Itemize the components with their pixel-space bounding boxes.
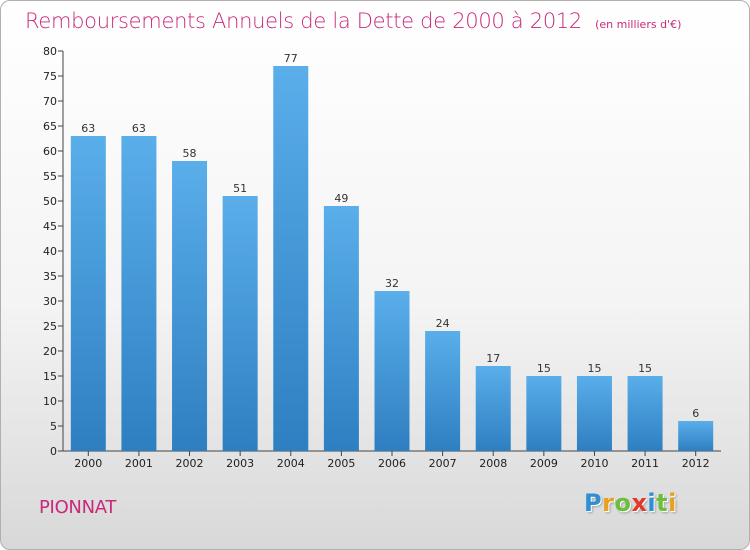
x-tick-label: 2007 [429, 457, 457, 470]
y-tick-label: 65 [43, 120, 57, 133]
y-tick-label: 40 [43, 245, 57, 258]
bar [627, 376, 663, 451]
y-tick-label: 80 [43, 45, 57, 58]
proxiti-logo: Proxiti [584, 489, 677, 517]
bar [425, 331, 461, 451]
y-tick-label: 10 [43, 395, 57, 408]
bar [526, 376, 562, 451]
x-tick-label: 2012 [682, 457, 710, 470]
bar [121, 136, 157, 451]
y-axis: 0 5 10 15 20 25 30 35 40 45 50 55 60 65 70 75 80 [43, 45, 64, 458]
bars [70, 66, 714, 451]
x-tick-label: 2001 [125, 457, 153, 470]
bar [70, 136, 106, 451]
bar-value-label: 77 [284, 52, 298, 65]
x-tick-label: 2011 [631, 457, 659, 470]
logo-letter: i [668, 489, 677, 517]
bar-value-label: 32 [385, 277, 399, 290]
logo-letter: t [656, 489, 669, 517]
x-tick-label: 2002 [176, 457, 204, 470]
bar-value-label: 63 [132, 122, 146, 135]
x-tick-label: 2006 [378, 457, 406, 470]
y-tick-label: 75 [43, 70, 57, 83]
bar [323, 206, 359, 451]
logo-letter: i [647, 489, 657, 517]
x-tick-label: 2004 [277, 457, 305, 470]
y-tick-label: 20 [43, 345, 57, 358]
bar-value-label: 15 [638, 362, 652, 375]
chart-title-block: Remboursements Annuels de la Dette de 20… [25, 9, 681, 33]
bar [172, 161, 208, 451]
bar-value-label: 17 [486, 352, 500, 365]
logo-letter: P [584, 489, 603, 517]
y-tick-label: 15 [43, 370, 57, 383]
logo-letter: o [614, 489, 632, 517]
y-tick-label: 45 [43, 220, 57, 233]
bar [222, 196, 258, 451]
x-tick-label: 2010 [580, 457, 608, 470]
bar [678, 421, 714, 451]
bar [475, 366, 511, 451]
bar-value-label: 58 [183, 147, 197, 160]
bar-value-label: 63 [81, 122, 95, 135]
bar [576, 376, 612, 451]
x-tick-label: 2009 [530, 457, 558, 470]
x-tick-label: 2008 [479, 457, 507, 470]
logo-letter: x [631, 489, 648, 517]
bar-value-labels: 63 63 58 51 77 49 32 24 17 15 15 15 6 [81, 52, 699, 420]
x-axis: 2000 2001 2002 2003 2004 2005 2006 2007 2008 2009… [63, 450, 721, 470]
y-tick-label: 70 [43, 95, 57, 108]
y-tick-label: 25 [43, 320, 57, 333]
x-tick-label: 2003 [226, 457, 254, 470]
y-tick-label: 55 [43, 170, 57, 183]
chart-subtitle: (en milliers d'€) [595, 18, 682, 31]
chart-title: Remboursements Annuels de la Dette de 20… [25, 9, 582, 33]
y-tick-label: 35 [43, 270, 57, 283]
y-tick-label: 0 [50, 445, 57, 458]
bar-value-label: 6 [692, 407, 699, 420]
logo-letter: r [602, 489, 615, 517]
y-tick-label: 30 [43, 295, 57, 308]
bar-value-label: 49 [334, 192, 348, 205]
x-tick-label: 2005 [327, 457, 355, 470]
bar-value-label: 15 [587, 362, 601, 375]
bar [273, 66, 309, 451]
y-tick-label: 5 [50, 420, 57, 433]
bar-value-label: 15 [537, 362, 551, 375]
y-tick-label: 50 [43, 195, 57, 208]
commune-name: PIONNAT [39, 497, 117, 518]
x-tick-label: 2000 [74, 457, 102, 470]
bar [374, 291, 410, 451]
y-tick-label: 60 [43, 145, 57, 158]
bar-value-label: 51 [233, 182, 247, 195]
bar-value-label: 24 [436, 317, 450, 330]
